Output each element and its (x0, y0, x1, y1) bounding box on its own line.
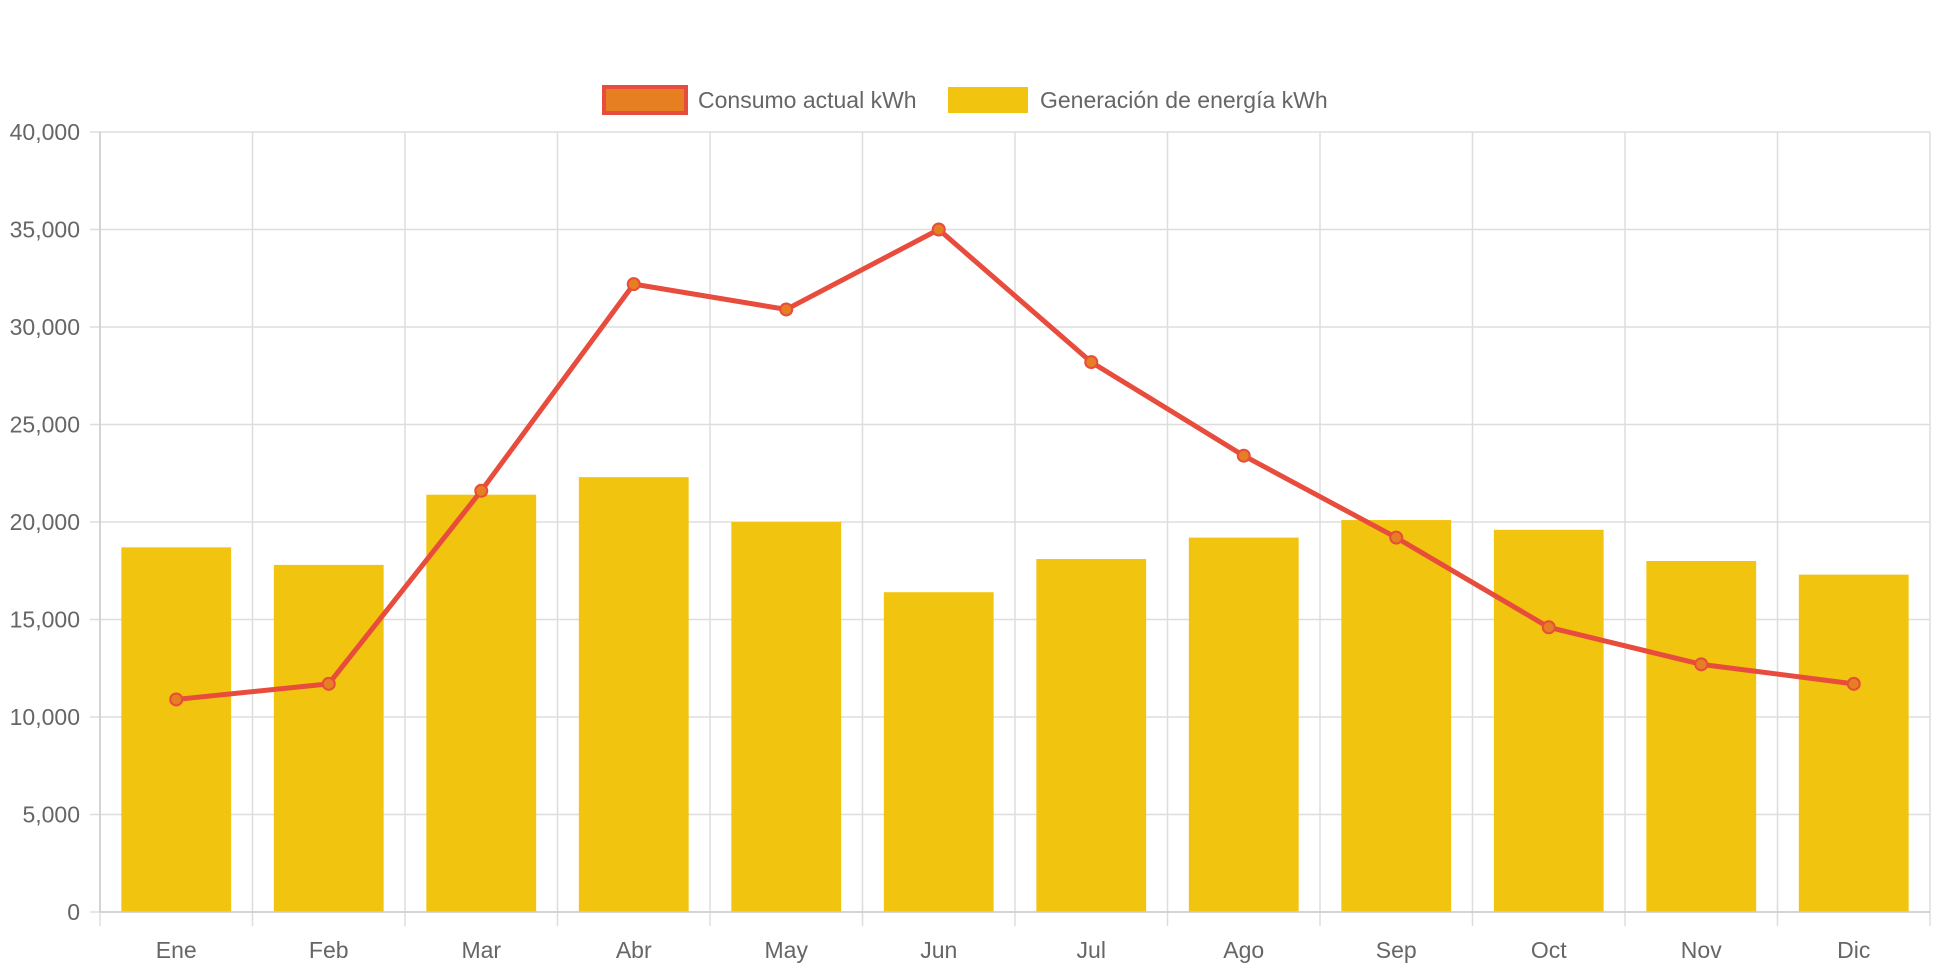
x-tick-label: Nov (1681, 937, 1722, 963)
bar-series (121, 477, 1909, 912)
point-consumo[interactable] (169, 692, 184, 707)
point-consumo[interactable] (1541, 620, 1556, 635)
y-tick-label: 5,000 (22, 802, 80, 828)
point-consumo[interactable] (1084, 355, 1099, 370)
legend-swatch-generacion (948, 87, 1028, 113)
y-tick-label: 15,000 (10, 607, 80, 633)
bar-generacion[interactable] (121, 547, 232, 912)
point-consumo[interactable] (931, 222, 946, 237)
point-consumo[interactable] (474, 483, 489, 498)
bar-generacion[interactable] (1798, 574, 1909, 912)
y-tick-label: 35,000 (10, 217, 80, 243)
bar-generacion[interactable] (883, 592, 994, 912)
bar-generacion[interactable] (731, 522, 842, 912)
legend-item-generacion[interactable]: Generación de energía kWh (948, 87, 1328, 113)
x-tick-label: Dic (1837, 937, 1870, 963)
axes: 0 5,000 10,000 15,000 20,000 25,000 30,000 35,0… (10, 119, 1930, 963)
bar-generacion[interactable] (1188, 537, 1299, 912)
x-tick-label: Jul (1077, 937, 1106, 963)
point-consumo[interactable] (1694, 657, 1709, 672)
line-consumo (175, 227, 1855, 702)
x-tick-label: Mar (461, 937, 501, 963)
y-tick-label: 20,000 (10, 509, 80, 535)
y-tick-label: 25,000 (10, 412, 80, 438)
bar-generacion[interactable] (1036, 559, 1147, 912)
point-consumo[interactable] (1236, 448, 1251, 463)
point-consumo[interactable] (1846, 676, 1861, 691)
legend-label-generacion: Generación de energía kWh (1040, 87, 1328, 113)
bar-generacion[interactable] (1341, 520, 1452, 912)
point-consumo[interactable] (1389, 530, 1404, 545)
x-tick-label: Abr (616, 937, 652, 963)
x-tick-label: Jun (920, 937, 957, 963)
bar-generacion[interactable] (1646, 561, 1757, 912)
x-tick-label: Oct (1531, 937, 1567, 963)
x-tick-label: Ago (1223, 937, 1264, 963)
y-tick-label: 0 (67, 899, 80, 925)
point-consumo[interactable] (626, 277, 641, 292)
x-tick-label: Sep (1376, 937, 1417, 963)
y-tick-label: 40,000 (10, 119, 80, 145)
bar-generacion[interactable] (273, 564, 384, 912)
grid (90, 131, 1931, 926)
y-tick-label: 30,000 (10, 314, 80, 340)
legend-item-consumo[interactable]: Consumo actual kWh (602, 85, 917, 115)
legend-swatch-consumo (602, 85, 688, 115)
bar-generacion[interactable] (578, 477, 689, 912)
point-consumo[interactable] (779, 302, 794, 317)
point-consumo[interactable] (321, 676, 336, 691)
bar-generacion[interactable] (1493, 529, 1604, 912)
x-tick-label: Ene (156, 937, 197, 963)
bar-generacion[interactable] (426, 494, 537, 912)
legend: Consumo actual kWh Generación de energía… (602, 85, 1328, 115)
x-tick-label: Feb (309, 937, 349, 963)
legend-label-consumo: Consumo actual kWh (698, 87, 917, 113)
x-tick-label: May (765, 937, 809, 963)
y-tick-label: 10,000 (10, 704, 80, 730)
line-series (169, 222, 1861, 707)
